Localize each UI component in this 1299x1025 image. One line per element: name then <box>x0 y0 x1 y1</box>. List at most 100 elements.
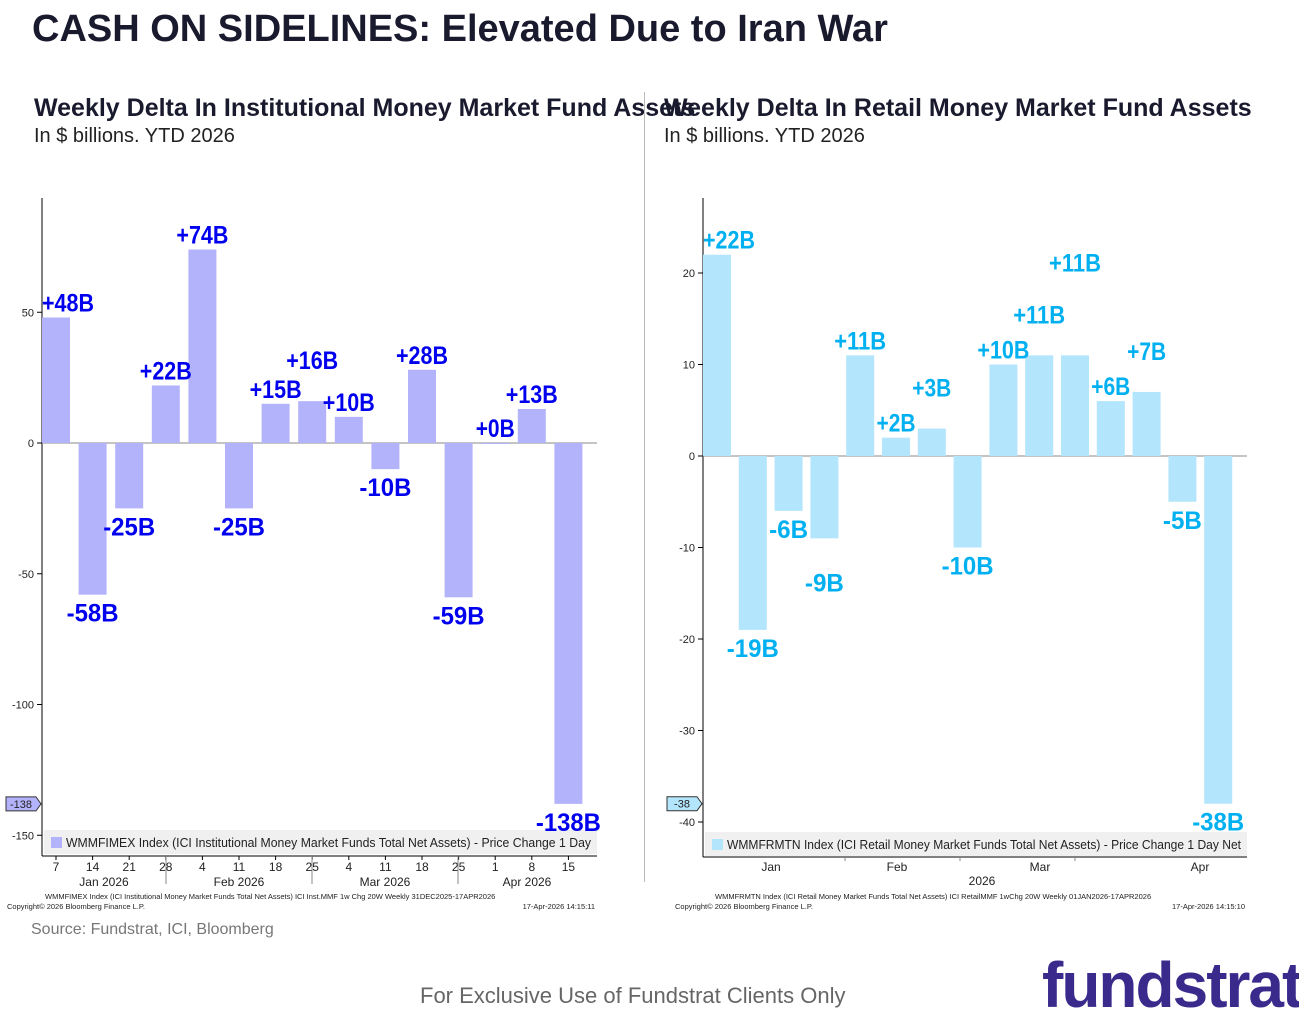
y-tick-label: -100 <box>12 700 34 712</box>
bar <box>151 385 180 443</box>
bloomberg-footnote: WMMFIMEX Index (ICI Institutional Money … <box>45 892 495 901</box>
legend-swatch <box>712 839 723 850</box>
legend-background <box>705 832 1247 856</box>
data-label: +28B <box>396 342 448 370</box>
data-label: +22B <box>703 227 755 255</box>
y-tick-label: 0 <box>28 438 34 450</box>
data-label: +10B <box>977 337 1029 365</box>
bar <box>334 416 363 443</box>
data-label: +13B <box>506 381 558 409</box>
copyright: Copyright© 2026 Bloomberg Finance L.P. <box>675 902 813 911</box>
data-label: -10B <box>359 474 411 502</box>
data-label: +22B <box>140 357 192 385</box>
bar <box>703 254 731 456</box>
x-tick-label: 7 <box>53 860 60 874</box>
bar <box>989 364 1018 456</box>
data-label: -59B <box>433 602 485 630</box>
legend-background <box>44 830 597 854</box>
x-tick-label: 4 <box>345 860 352 874</box>
bar <box>1204 456 1233 804</box>
bar <box>444 443 473 598</box>
data-label: +48B <box>42 289 94 317</box>
timestamp: 17-Apr-2026 14:15:11 <box>523 902 595 911</box>
last-value-tag <box>5 796 42 812</box>
month-label: Jan 2026 <box>79 875 129 889</box>
bar <box>810 456 839 539</box>
x-tick-label: 21 <box>123 860 137 874</box>
data-label: -138B <box>536 809 601 837</box>
bar <box>42 317 70 443</box>
legend-label: WMMFIMEX Index (ICI Institutional Money … <box>66 836 592 850</box>
last-value-tag <box>666 796 703 812</box>
bar <box>298 401 327 443</box>
bar <box>188 249 217 443</box>
bar <box>225 443 253 509</box>
fundstrat-logo: fundstrat <box>1042 949 1299 1021</box>
retail-chart: WMMFRMTN Index (ICI Retail Money Market … <box>666 198 1247 911</box>
x-tick-label: 8 <box>528 860 535 874</box>
month-label: Feb 2026 <box>214 875 265 889</box>
year-label: 2026 <box>969 874 996 888</box>
data-label: +74B <box>176 221 228 249</box>
x-tick-label: 18 <box>415 860 429 874</box>
data-label: +6B <box>1091 373 1130 401</box>
data-label: -10B <box>942 553 994 581</box>
bar <box>917 428 946 456</box>
x-tick-label: 1 <box>492 860 499 874</box>
y-tick-label: -10 <box>679 543 695 555</box>
bloomberg-footnote: WMMFRMTN Index (ICI Retail Money Market … <box>715 892 1151 901</box>
y-tick-label: -30 <box>679 726 695 738</box>
left-chart-subtitle: In $ billions. YTD 2026 <box>34 125 235 147</box>
right-chart-subtitle: In $ billions. YTD 2026 <box>664 125 865 147</box>
legend-label: WMMFRMTN Index (ICI Retail Money Market … <box>727 838 1242 852</box>
data-label: +7B <box>1127 338 1166 366</box>
bar <box>1061 355 1089 456</box>
data-label: -25B <box>103 513 155 541</box>
data-label: -9B <box>805 569 844 597</box>
x-tick-label: 25 <box>452 860 466 874</box>
data-label: -38B <box>1192 809 1244 837</box>
footer-note: For Exclusive Use of Fundstrat Clients O… <box>420 983 846 1008</box>
bar <box>953 456 982 548</box>
data-label: +0B <box>476 415 515 443</box>
bar <box>1096 401 1125 456</box>
bar <box>882 437 910 456</box>
bar <box>261 403 290 443</box>
bar <box>1168 456 1197 502</box>
data-label: -6B <box>769 516 808 544</box>
month-label: Mar 2026 <box>360 875 411 889</box>
month-label: Apr 2026 <box>503 875 552 889</box>
bar <box>371 443 400 470</box>
data-label: +3B <box>912 375 951 403</box>
y-tick-label: -40 <box>679 817 695 829</box>
data-label: -5B <box>1163 507 1202 535</box>
y-tick-label: 20 <box>683 268 695 280</box>
bar <box>738 456 767 630</box>
last-value-tag-label: -38 <box>674 799 690 811</box>
y-tick-label: -20 <box>679 634 695 646</box>
data-label: +16B <box>286 347 338 375</box>
data-label: +2B <box>877 410 916 438</box>
bar <box>554 443 583 804</box>
y-tick-label: -50 <box>18 569 34 581</box>
x-tick-label: 11 <box>379 860 392 874</box>
copyright: Copyright© 2026 Bloomberg Finance L.P. <box>7 902 145 911</box>
source-note: Source: Fundstrat, ICI, Bloomberg <box>31 921 274 938</box>
y-tick-label: 50 <box>22 307 34 319</box>
month-label: Jan <box>761 860 780 874</box>
bar <box>408 369 436 443</box>
y-tick-label: -150 <box>12 830 34 842</box>
institutional-chart: WMMFIMEX Index (ICI Institutional Money … <box>5 198 601 911</box>
data-label: -25B <box>213 513 265 541</box>
x-tick-label: 14 <box>86 860 100 874</box>
timestamp: 17-Apr-2026 14:15:10 <box>1172 902 1245 911</box>
data-label: +10B <box>323 389 375 417</box>
page-title: CASH ON SIDELINES: Elevated Due to Iran … <box>32 8 888 50</box>
y-tick-label: 0 <box>689 451 695 463</box>
bar <box>774 456 803 511</box>
last-value-tag-label: -138 <box>10 799 32 811</box>
data-label: +11B <box>1013 301 1065 329</box>
month-label: Mar <box>1030 860 1051 874</box>
right-chart-title: Weekly Delta In Retail Money Market Fund… <box>664 94 1252 122</box>
data-label: +11B <box>834 327 886 355</box>
